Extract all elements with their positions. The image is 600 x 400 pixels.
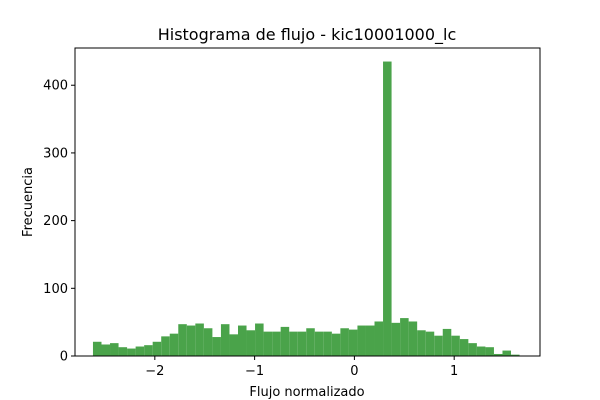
histogram-bar [178,324,187,356]
histogram-bar [246,330,256,356]
histogram-bar [425,331,435,356]
histogram-bar [314,331,324,356]
histogram-bar [502,350,512,356]
histogram-bar [417,330,426,356]
histogram-bar [297,331,307,356]
histogram-bar [408,321,418,356]
histogram-bar [272,331,281,356]
y-axis-label: Frecuencia [21,167,36,237]
histogram-bar [238,325,247,356]
histogram-bar [511,354,520,356]
y-tick-label: 400 [43,79,68,94]
y-tick-label: 100 [43,282,68,297]
histogram-bar [152,341,162,356]
histogram-bar [357,325,366,356]
histogram-bar [110,343,119,356]
histogram-bar [161,336,170,356]
histogram-bar [306,328,315,356]
x-tick-label: −2 [145,364,164,379]
histogram-bar [459,339,469,356]
histogram-bar [186,325,196,356]
histogram-bar [101,344,111,356]
x-axis-label: Flujo normalizado [249,385,364,400]
histogram-bar [451,335,460,356]
histogram-bar [365,325,375,356]
x-tick-label: 0 [350,364,358,379]
y-tick-label: 200 [43,214,68,229]
plot-frame [74,47,541,357]
histogram-bar [348,329,358,356]
histogram-bar [289,331,298,356]
x-axis-ticks: −2 −1 0 1 [145,356,458,379]
histogram-bar [169,333,179,356]
y-tick-label: 300 [43,146,68,161]
histogram-bar [195,323,204,356]
histogram-bar [127,348,136,356]
histogram-bar [434,335,443,356]
histogram-bar [255,323,264,356]
histogram-bar [400,318,409,356]
histogram-bar [144,345,153,356]
histogram-bar [468,343,477,356]
histogram-bar [263,331,273,356]
histogram-bar [203,328,213,356]
histogram-bar [280,326,290,356]
histogram-bar [493,353,503,356]
y-axis-ticks: 0 100 200 300 400 [43,79,75,365]
histogram-bar [485,347,494,356]
histogram-bar [476,346,486,356]
x-tick-label: −1 [245,364,264,379]
histogram-bar [442,328,452,356]
bars-group [92,61,520,356]
histogram-bar [135,346,145,356]
chart-title: Histograma de flujo - kic10001000_lc [158,25,457,45]
histogram-bar [220,324,230,356]
histogram-bar [212,337,221,356]
histogram-bar [340,328,349,356]
histogram-bar [383,61,392,356]
y-tick-label: 0 [60,350,68,365]
histogram-bar [229,334,238,356]
histogram-bar [331,333,341,356]
histogram-bar [374,321,384,356]
histogram-bar [323,331,332,356]
histogram-bar [391,322,401,356]
x-tick-label: 1 [450,364,458,379]
histogram-bar [92,341,102,356]
histogram-bar [118,347,128,356]
